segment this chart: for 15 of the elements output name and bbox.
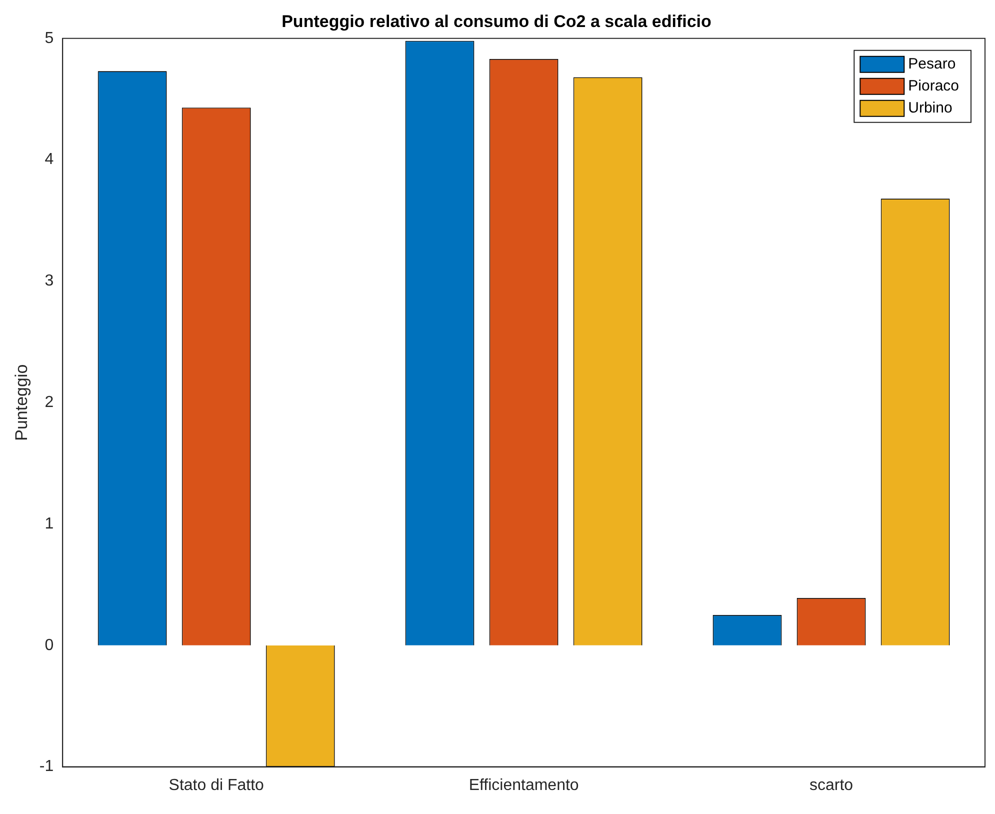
y-tick-label: 4 — [44, 151, 54, 168]
y-tick-label: 5 — [44, 30, 54, 47]
x-tick-label: Efficientamento — [468, 776, 579, 794]
chart-title: Punteggio relativo al consumo di Co2 a scala edificio — [282, 12, 712, 31]
legend-label: Pesaro — [908, 56, 956, 73]
y-tick-label: 2 — [44, 394, 54, 412]
legend-label: Pioraco — [908, 78, 959, 95]
x-tick-label: Stato di Fatto — [168, 776, 264, 794]
x-tick-label: scarto — [809, 776, 854, 794]
y-tick-label: 1 — [44, 515, 54, 532]
legend-label: Urbino — [908, 100, 952, 117]
y-tick-label: 0 — [44, 636, 54, 654]
y-tick-label: 3 — [44, 272, 54, 290]
y-axis-title: Punteggio — [12, 364, 31, 441]
y-tick-label: -1 — [39, 758, 54, 776]
